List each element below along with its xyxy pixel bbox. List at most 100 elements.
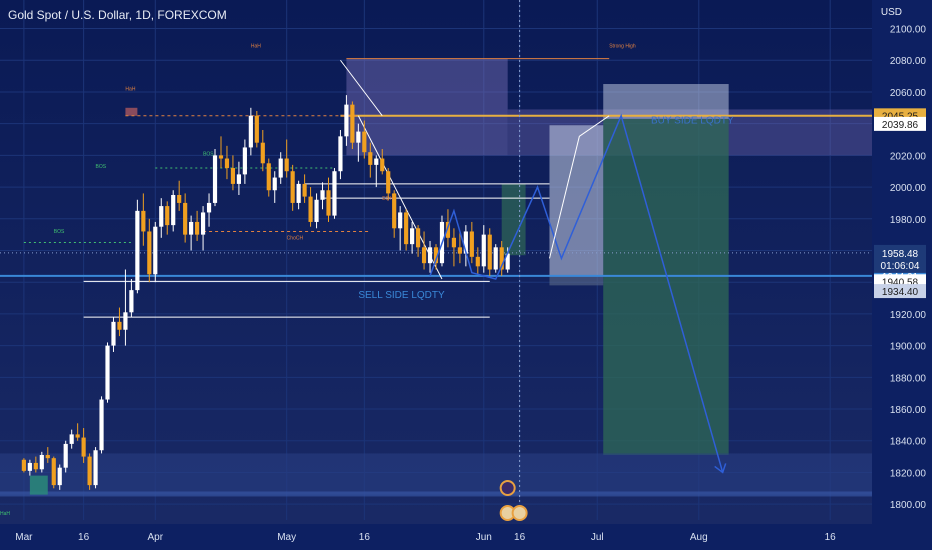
y-tick-label: 2000.00 [890,183,927,194]
candle-body [433,247,439,264]
candle-body [410,228,415,245]
projection-zigzag [429,113,724,473]
candle-body [33,462,38,470]
candle-body [45,455,50,459]
x-tick-label: Aug [690,532,708,543]
y-tick-label: 1880.00 [890,373,927,384]
candle-body [302,183,307,197]
candle-body [212,155,218,203]
candle-body [505,253,510,270]
annotation-label: HaH [0,511,10,517]
projection-light [548,115,610,259]
y-tick-label: 1980.00 [890,215,927,226]
candle-body [27,462,32,471]
price-label: 1934.40 [882,287,919,298]
annotation-label: HaH [125,86,135,92]
x-tick-label: 16 [514,532,526,543]
candle-body [278,158,283,178]
candle-body [111,321,116,346]
y-tick-label: 1800.00 [890,500,927,511]
candle-body [368,152,373,165]
candle-body [308,196,313,222]
x-tick-label: 16 [78,532,90,543]
candle-body [475,256,480,267]
y-tick-label: 2020.00 [890,151,927,162]
candle-body [230,168,236,184]
candle-body [290,171,295,203]
price-label: 2045.25 [882,111,919,122]
candle-body [386,171,391,194]
x-tick-label: Jun [476,532,492,543]
candle-body [39,455,44,470]
candle-body [338,136,343,172]
candle-body [69,434,74,444]
candle-body [356,131,361,143]
candle-body [374,158,379,165]
annotation-label: BOS [54,229,65,235]
candle-body [57,467,62,486]
candle-body [445,221,451,238]
candle-body [350,104,355,143]
y-tick-label: 1860.00 [890,405,927,416]
candle-body [218,155,224,159]
candle-body [200,212,206,235]
candle-body [272,177,277,191]
annotation-label: ChoCH [287,235,304,241]
candle-body [451,237,457,248]
price-label-bg [874,116,926,131]
annotation-label: BOS [96,164,107,170]
demand-line-band [0,491,872,497]
candle-body [129,290,134,313]
candle-body [153,226,158,275]
candle-body [206,202,212,213]
y-tick-label: 1920.00 [890,310,927,321]
annotation-label: BUY SIDE LQDTY [651,116,734,127]
candle-body [236,174,241,184]
candle-body [99,399,104,451]
x-tick-label: Mar [15,532,33,543]
demand-zone [0,453,872,495]
target-zone [603,84,729,119]
annotation-label: SELL SIDE LQDTY [358,290,445,301]
y-tick-label: 1820.00 [890,468,927,479]
candle-body [21,459,26,471]
candle-body [481,234,486,267]
candle-body [254,115,259,143]
candle-body [487,234,492,270]
candle-body [87,456,92,486]
chart-title: Gold Spot / U.S. Dollar, 1D, FOREXCOM [8,8,227,22]
event-icon [499,480,516,496]
x-tick-label: Jul [591,532,604,543]
candle-body [195,221,200,235]
candle-body [320,190,325,200]
candle-body [421,247,427,264]
annotation-label: Strong High [609,44,636,50]
candle-body [284,158,289,172]
candle-body [404,212,409,245]
candle-body [344,104,349,137]
candle-body [123,312,128,330]
premium-zone [346,58,508,156]
candle-body [183,202,188,235]
price-label: 2039.86 [882,120,919,131]
candle-body [398,212,403,229]
candle-body [177,195,182,203]
y-tick-label: 2060.00 [890,88,927,99]
swing-line [340,59,383,117]
candle-body [51,458,56,486]
candle-body [332,171,337,216]
annotation-label: BOS [203,151,214,157]
candle-body [147,231,152,275]
candle-body [380,158,385,172]
x-axis-panel [0,524,872,550]
price-label: 1940.58 [882,277,919,288]
candle-body [141,210,146,232]
y-tick-label: 2080.00 [890,56,927,67]
x-tick-label: Apr [148,532,164,543]
candle-body [63,443,68,468]
candle-body [499,247,504,270]
current-price-bg [874,244,926,273]
candle-body [260,142,265,164]
